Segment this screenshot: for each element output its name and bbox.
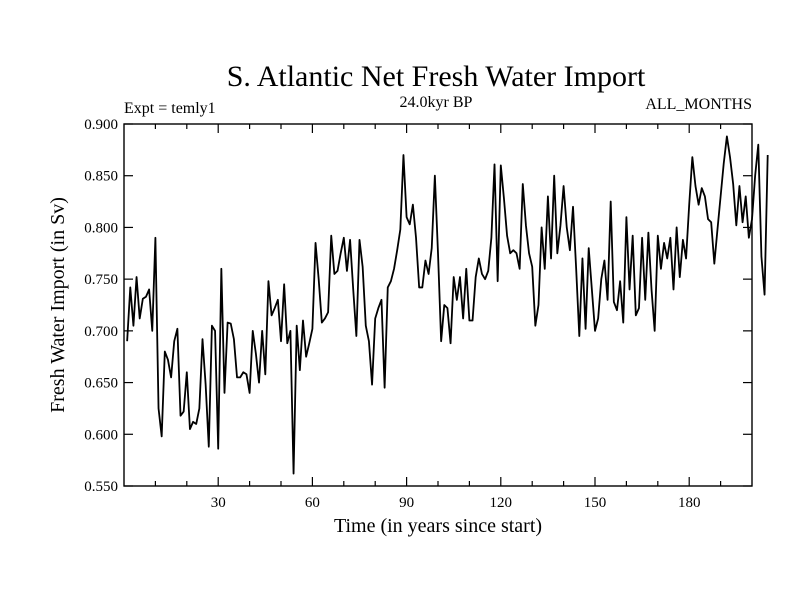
x-tick-label: 30 — [211, 495, 226, 511]
y-axis-label: Fresh Water Import (in Sv) — [47, 197, 69, 413]
y-tick-label: 0.700 — [84, 324, 118, 340]
series-line — [126, 135, 769, 475]
x-tick-label: 120 — [490, 495, 513, 511]
x-tick-label: 150 — [584, 495, 607, 511]
x-tick-label: 90 — [399, 495, 414, 511]
y-tick-label: 0.550 — [84, 479, 118, 495]
y-tick-label: 0.850 — [84, 169, 118, 185]
y-tick-label: 0.900 — [84, 117, 118, 133]
x-tick-label: 180 — [678, 495, 701, 511]
y-tick-label: 0.750 — [84, 272, 118, 288]
x-axis-ticks: 30 60 90 120 150 180 — [154, 124, 722, 511]
y-tick-label: 0.600 — [84, 427, 118, 443]
x-tick-label: 60 — [305, 495, 320, 511]
y-tick-label: 0.650 — [84, 376, 118, 392]
chart-title: S. Atlantic Net Fresh Water Import — [227, 60, 646, 93]
y-tick-label: 0.800 — [84, 220, 118, 236]
experiment-label: Expt = temly1 — [124, 100, 216, 117]
period-label: 24.0kyr BP — [400, 94, 473, 111]
y-axis-ticks: 0.550 0.600 0.650 0.700 0.750 0.800 0.850 0.900 — [84, 117, 752, 495]
months-label: ALL_MONTHS — [645, 96, 752, 113]
x-axis-label: Time (in years since start) — [334, 515, 542, 537]
